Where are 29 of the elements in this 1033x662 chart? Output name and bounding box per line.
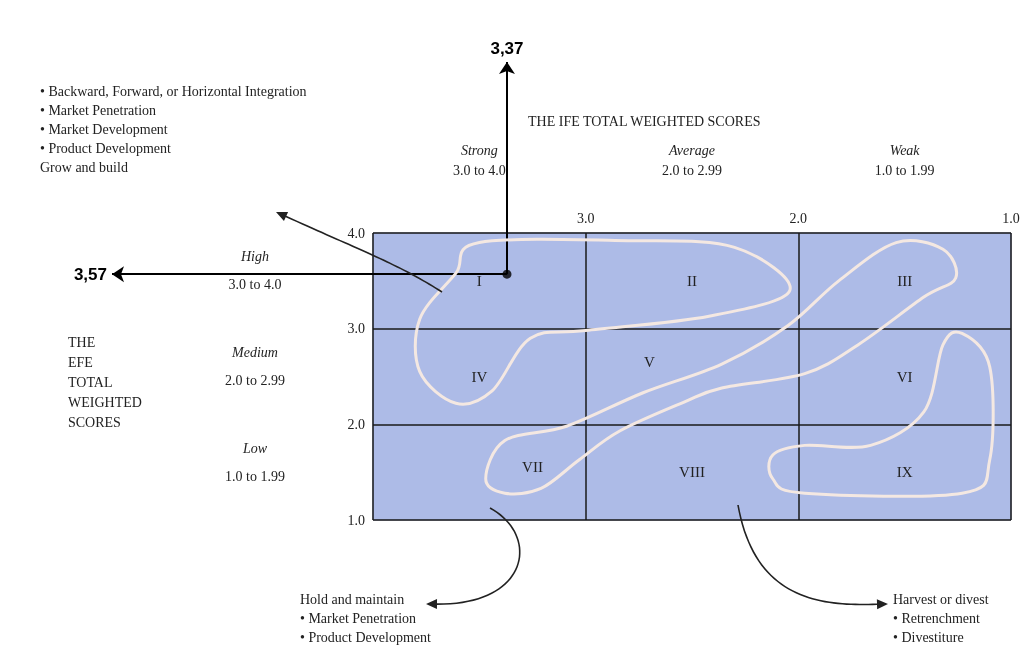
text: Strong 3.0 to 4.0 [452,142,506,178]
annotation: V [644,354,656,371]
text: Weak 1.0 to 1.99 [874,142,935,178]
text: THE EFE TOTAL WEIGHTED SCORES [68,334,142,430]
text: High 3.0 to 4.0 [228,249,282,293]
annotation: VII [522,459,543,476]
annotation: 3,57 [73,264,107,284]
annotation: IV [471,368,488,385]
annotation: I [476,272,482,289]
text: Medium 2.0 to 2.99 [225,345,285,388]
annotation: VI [896,368,913,385]
annotation: IX [896,464,913,481]
annotation: II [687,272,697,289]
annotation: 3,37 [490,39,524,58]
x-tick-label: 3.0 [576,210,595,226]
text: Low 1.0 to 1.99 [225,440,285,484]
x-tick-label: 2.0 [789,210,808,226]
text: THE IFE TOTAL WEIGHTED SCORES [528,114,761,129]
annotation: VIII [679,464,705,481]
annotation: III [897,272,913,289]
x-tick-label: 1.0 [1002,210,1020,226]
text: • Backward, Forward, or Horizontal Integration • Market Penetration • Market Development • Product Development Grow and build [40,84,307,175]
y-tick-label: 2.0 [347,416,365,432]
text: Hold and maintain • Market Penetration • Product Development [300,592,431,645]
text: Average 2.0 to 2.99 [662,142,722,178]
text: Harvest or divest • Retrenchment • Divestiture [893,592,989,645]
y-tick-label: 4.0 [347,225,365,241]
y-tick-label: 1.0 [347,512,365,528]
y-tick-label: 3.0 [347,321,365,337]
